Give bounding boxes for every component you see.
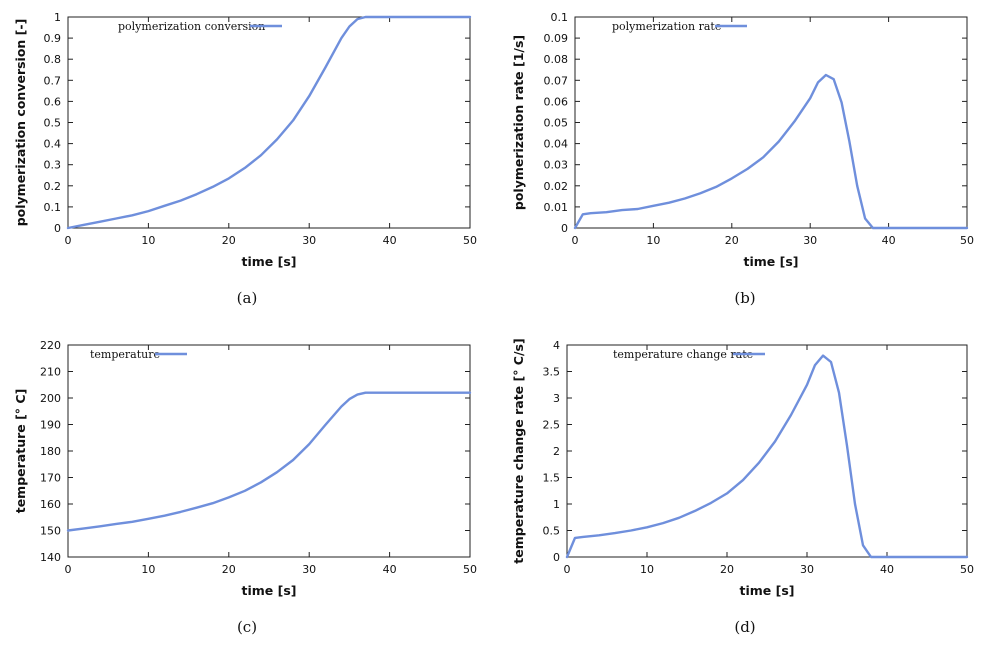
x-tick-label: 10 xyxy=(640,563,654,576)
legend-label: temperature xyxy=(90,348,160,361)
x-tick-label: 0 xyxy=(564,563,571,576)
y-tick-label: 4 xyxy=(553,339,560,352)
y-tick-label: 1 xyxy=(553,498,560,511)
y-tick-label: 0.01 xyxy=(544,201,569,214)
series-line xyxy=(573,73,969,230)
x-axis-label: time [s] xyxy=(242,583,297,598)
x-tick-label: 30 xyxy=(803,234,817,247)
y-tick-label: 210 xyxy=(40,366,61,379)
x-tick-label: 20 xyxy=(222,234,236,247)
x-axis-label: time [s] xyxy=(740,583,795,598)
y-tick-label: 0 xyxy=(54,222,61,235)
y-axis-label: polymerization conversion [-] xyxy=(13,19,28,227)
panel-a: time [s] polymerization conversion [-] (… xyxy=(13,11,477,307)
y-tick-label: 0.09 xyxy=(544,32,569,45)
y-tick-label: 160 xyxy=(40,498,61,511)
y-tick-label: 0 xyxy=(553,551,560,564)
y-tick-label: 0.2 xyxy=(44,180,62,193)
x-tick-label: 20 xyxy=(725,234,739,247)
panel-caption: (c) xyxy=(237,618,257,636)
x-tick-label: 0 xyxy=(572,234,579,247)
y-tick-label: 0.8 xyxy=(44,53,62,66)
series-line xyxy=(66,15,472,230)
x-tick-label: 10 xyxy=(141,234,155,247)
y-tick-label: 0 xyxy=(561,222,568,235)
legend-label: polymerization rate xyxy=(612,20,721,33)
y-tick-label: 190 xyxy=(40,419,61,432)
legend-label: temperature change rate xyxy=(613,348,753,361)
panel-d: time [s] temperature change rate [° C/s]… xyxy=(511,338,974,636)
x-tick-label: 30 xyxy=(302,234,316,247)
y-tick-label: 3.5 xyxy=(543,366,561,379)
y-tick-label: 0.08 xyxy=(544,53,569,66)
y-tick-label: 170 xyxy=(40,472,61,485)
x-tick-label: 0 xyxy=(65,563,72,576)
x-tick-label: 50 xyxy=(960,234,974,247)
x-tick-label: 40 xyxy=(882,234,896,247)
x-tick-label: 40 xyxy=(383,563,397,576)
y-tick-label: 0.06 xyxy=(544,95,569,108)
y-tick-label: 3 xyxy=(553,392,560,405)
y-tick-label: 200 xyxy=(40,392,61,405)
panel-caption: (b) xyxy=(734,289,755,307)
plot-frame xyxy=(67,344,471,558)
y-tick-label: 2.5 xyxy=(543,419,561,432)
x-axis-label: time [s] xyxy=(242,254,297,269)
panel-caption: (d) xyxy=(734,618,755,636)
panel-caption: (a) xyxy=(237,289,258,307)
y-tick-label: 0.04 xyxy=(544,138,569,151)
y-tick-label: 0.1 xyxy=(551,11,569,24)
x-tick-label: 50 xyxy=(960,563,974,576)
y-tick-label: 220 xyxy=(40,339,61,352)
y-tick-label: 0.02 xyxy=(544,180,569,193)
panel-b: time [s] polymerization rate [1/s] (b) 0… xyxy=(511,11,974,307)
y-tick-label: 1 xyxy=(54,11,61,24)
y-tick-label: 140 xyxy=(40,551,61,564)
x-tick-label: 10 xyxy=(141,563,155,576)
y-tick-label: 0.3 xyxy=(44,159,62,172)
x-tick-label: 10 xyxy=(646,234,660,247)
y-tick-label: 0.5 xyxy=(44,117,62,130)
panel-c: time [s] temperature [° C] (c) 0 10 20 30 40… xyxy=(13,339,477,636)
y-tick-label: 0.9 xyxy=(44,32,62,45)
x-tick-label: 40 xyxy=(880,563,894,576)
x-tick-label: 0 xyxy=(65,234,72,247)
series-line xyxy=(565,354,969,559)
y-tick-label: 0.5 xyxy=(543,525,561,538)
x-tick-label: 50 xyxy=(463,563,477,576)
y-tick-label: 180 xyxy=(40,445,61,458)
y-axis-label: temperature [° C] xyxy=(13,389,28,514)
x-tick-label: 40 xyxy=(383,234,397,247)
y-tick-label: 0.1 xyxy=(44,201,62,214)
y-axis-label: temperature change rate [° C/s] xyxy=(511,338,526,563)
x-tick-label: 50 xyxy=(463,234,477,247)
plot-frame xyxy=(574,16,968,229)
y-tick-label: 0.6 xyxy=(44,95,62,108)
y-tick-label: 0.4 xyxy=(44,138,62,151)
y-tick-label: 0.03 xyxy=(544,159,569,172)
x-tick-label: 30 xyxy=(800,563,814,576)
x-tick-label: 20 xyxy=(222,563,236,576)
plot-frame xyxy=(67,16,471,229)
y-tick-label: 0.05 xyxy=(544,117,569,130)
y-tick-label: 150 xyxy=(40,525,61,538)
y-tick-label: 0.07 xyxy=(544,74,569,87)
series-line xyxy=(66,391,472,532)
y-tick-label: 2 xyxy=(553,445,560,458)
x-tick-label: 20 xyxy=(720,563,734,576)
y-tick-label: 0.7 xyxy=(44,74,62,87)
legend-label: polymerization conversion xyxy=(118,20,265,33)
x-axis-label: time [s] xyxy=(744,254,799,269)
x-tick-label: 30 xyxy=(302,563,316,576)
y-tick-label: 1.5 xyxy=(543,472,561,485)
y-axis-label: polymerization rate [1/s] xyxy=(511,35,526,210)
